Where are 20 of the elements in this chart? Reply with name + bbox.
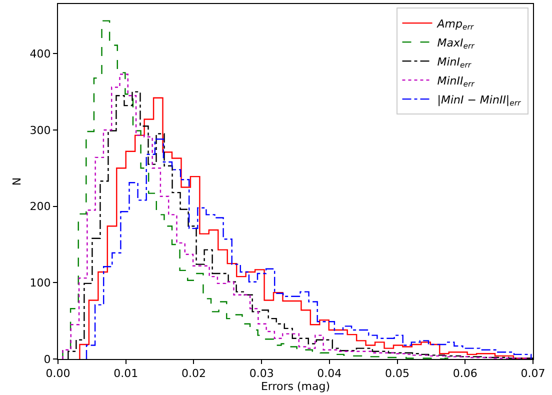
x-tick-label: 0.01	[114, 367, 138, 380]
y-tick-label: 0	[44, 352, 51, 366]
x-axis-title: Errors (mag)	[260, 380, 330, 394]
x-tick-label: 0.06	[452, 367, 478, 380]
x-tick-label: 0.04	[317, 367, 342, 380]
x-tick-label: 0.00	[46, 367, 70, 380]
y-tick-label: 400	[30, 47, 51, 60]
legend-label: MaxI$_{err}$	[437, 36, 476, 51]
x-tick-label: 0.02	[181, 367, 206, 380]
legend-label: MinII$_{err}$	[437, 74, 476, 89]
y-tick-label: 200	[30, 200, 51, 214]
legend-label: MinI$_{err}$	[437, 55, 472, 70]
x-tick-label: 0.05	[385, 367, 410, 380]
legend-label: Amp$_{err}$	[436, 17, 474, 32]
x-tick-label: 0.07	[520, 367, 546, 380]
y-tick-label: 100	[30, 276, 51, 290]
legend-label: |MinI − MinII|$_{err}$	[437, 93, 522, 108]
y-tick-label: 300	[30, 124, 51, 137]
y-axis-title: N	[10, 177, 24, 186]
x-tick-label: 0.03	[249, 367, 274, 380]
